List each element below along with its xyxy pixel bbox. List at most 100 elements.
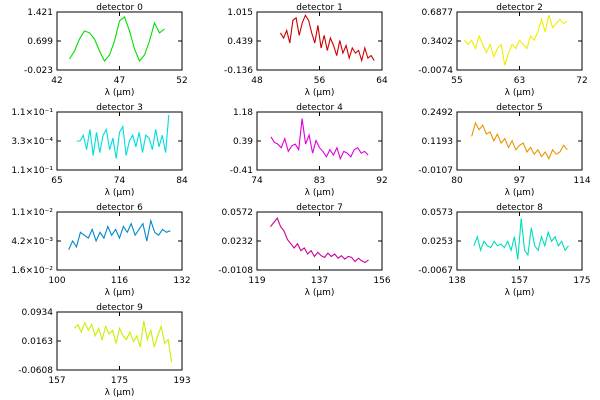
panel-title: detector 4 [296, 103, 343, 113]
y-tick-label: 0.0163 [22, 337, 54, 347]
panel-title: detector 3 [96, 103, 143, 113]
x-tick-label: 74 [251, 176, 263, 186]
x-tick-label: 52 [176, 76, 187, 86]
x-tick-label: 157 [511, 276, 528, 286]
y-tick-label: 1.6×10⁻² [11, 266, 53, 276]
x-tick-label: 119 [248, 276, 265, 286]
spectrum-line [279, 14, 375, 63]
x-tick-label: 138 [448, 276, 465, 286]
x-tick-label: 157 [48, 376, 65, 386]
x-tick-label: 56 [314, 76, 326, 86]
y-tick-label: 0.3402 [422, 37, 454, 47]
y-tick-label: -0.023 [24, 66, 53, 76]
y-tick-label: -0.0108 [218, 266, 253, 276]
detector-panel-2: detector 2 55 63 72 -0.0074 0.3402 0.6877 λ (μm… [418, 3, 587, 98]
y-tick-label: 1.1×10⁻¹ [11, 166, 53, 176]
detector-panel-0: detector 0 42 47 52 -0.023 0.699 1.421 λ (μm) [24, 3, 188, 98]
y-tick-label: -0.41 [230, 166, 253, 176]
x-tick-label: 64 [376, 76, 388, 86]
spectrum-line [68, 218, 171, 250]
y-tick-label: 0.699 [27, 37, 53, 47]
panel-title: detector 0 [96, 3, 143, 13]
x-tick-label: 175 [111, 376, 128, 386]
spectrum-line [471, 121, 568, 160]
x-tick-label: 114 [573, 176, 590, 186]
y-tick-label: 4.2×10⁻³ [11, 237, 53, 247]
x-axis-label: λ (μm) [305, 188, 335, 198]
y-tick-label: 0.439 [227, 37, 253, 47]
panel-title: detector 5 [496, 103, 543, 113]
spectrum-line [73, 320, 173, 363]
x-tick-label: 72 [576, 76, 587, 86]
x-axis-label: λ (μm) [505, 288, 535, 298]
detector-panel-7: detector 7 119 137 156 -0.0108 0.0232 0.0572 λ … [218, 203, 391, 298]
x-tick-label: 55 [451, 76, 462, 86]
plot-frame [56, 211, 183, 271]
detector-panel-4: detector 4 74 83 92 -0.41 0.39 1.18 λ (μm) [230, 103, 388, 198]
y-tick-label: 0.39 [233, 137, 253, 147]
x-tick-label: 48 [251, 76, 263, 86]
y-tick-label: 0.0934 [22, 308, 54, 318]
x-tick-label: 97 [514, 176, 525, 186]
panel-title: detector 2 [496, 3, 543, 13]
x-tick-label: 47 [114, 76, 125, 86]
y-tick-label: 0.1193 [422, 137, 454, 147]
x-tick-label: 116 [111, 276, 128, 286]
y-tick-label: 3.3×10⁻⁴ [11, 137, 53, 147]
x-tick-label: 137 [311, 276, 328, 286]
x-tick-label: 132 [173, 276, 190, 286]
plot-frame [456, 111, 583, 171]
y-tick-label: 0.0572 [222, 208, 254, 218]
x-tick-label: 84 [176, 176, 188, 186]
x-tick-label: 80 [451, 176, 463, 186]
x-tick-label: 100 [48, 276, 65, 286]
y-tick-label: -0.136 [224, 66, 253, 76]
y-tick-label: 1.1×10⁻¹ [11, 108, 53, 118]
spectrum-line [270, 118, 369, 161]
y-tick-label: 1.1×10⁻² [11, 208, 53, 218]
panel-title: detector 7 [296, 203, 343, 213]
spectrum-line [270, 217, 369, 264]
detector-panel-9: detector 9 157 175 193 -0.0608 0.0163 0.0934 λ … [18, 303, 190, 398]
x-tick-label: 74 [114, 176, 126, 186]
panel-title: detector 6 [96, 203, 143, 213]
detector-panel-3: detector 3 65 74 84 1.1×10⁻¹ 3.3×10⁻⁴ 1.1×10⁻¹… [11, 103, 188, 198]
spectrum-line [76, 114, 170, 159]
spectrum-line [473, 218, 569, 260]
x-axis-label: λ (μm) [105, 88, 135, 98]
panel-title: detector 8 [496, 203, 543, 213]
y-tick-label: 0.2492 [422, 108, 454, 118]
x-axis-label: λ (μm) [105, 188, 135, 198]
x-tick-label: 42 [51, 76, 62, 86]
detector-panel-5: detector 5 80 97 114 -0.0107 0.1193 0.2492 λ (μ… [418, 103, 591, 198]
spectrum-line [463, 14, 568, 66]
detector-panel-1: detector 1 48 56 64 -0.136 0.439 1.015 λ (μm) [224, 3, 388, 98]
x-tick-label: 175 [573, 276, 590, 286]
y-tick-label: 1.18 [233, 108, 253, 118]
x-axis-label: λ (μm) [105, 388, 135, 398]
y-tick-label: 0.0573 [422, 208, 454, 218]
y-tick-label: -0.0107 [418, 166, 453, 176]
detector-panel-6: detector 6 100 116 132 1.6×10⁻² 4.2×10⁻³ 1.1×1… [11, 203, 190, 298]
plot-frame [256, 111, 383, 171]
x-axis-label: λ (μm) [505, 88, 535, 98]
y-tick-label: -0.0067 [418, 266, 453, 276]
panel-title: detector 9 [96, 303, 143, 313]
y-tick-label: 0.6877 [422, 8, 454, 18]
y-tick-label: 0.0232 [222, 237, 254, 247]
y-tick-label: 1.421 [27, 8, 53, 18]
spectrum-line [69, 15, 165, 63]
panel-title: detector 1 [296, 3, 343, 13]
x-axis-label: λ (μm) [305, 288, 335, 298]
x-tick-label: 193 [173, 376, 190, 386]
x-tick-label: 92 [376, 176, 387, 186]
x-tick-label: 156 [373, 276, 390, 286]
y-tick-label: -0.0608 [18, 366, 53, 376]
x-axis-label: λ (μm) [105, 288, 135, 298]
detector-panel-8: detector 8 138 157 175 -0.0067 0.0253 0.0573 λ … [418, 203, 590, 298]
plot-frame [256, 11, 383, 71]
x-tick-label: 65 [51, 176, 62, 186]
x-tick-label: 83 [314, 176, 325, 186]
y-tick-label: -0.0074 [418, 66, 453, 76]
y-tick-label: 1.015 [227, 8, 253, 18]
